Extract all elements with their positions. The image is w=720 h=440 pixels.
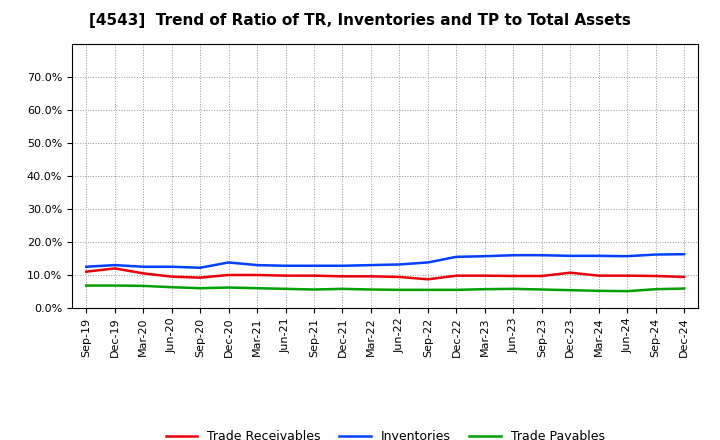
Trade Receivables: [595, 273, 603, 279]
Trade Payables: [623, 289, 631, 294]
Trade Payables: [680, 286, 688, 291]
Trade Payables: [338, 286, 347, 291]
Trade Receivables: [395, 275, 404, 280]
Inventories: [167, 264, 176, 269]
Trade Payables: [423, 287, 432, 293]
Inventories: [82, 264, 91, 269]
Trade Payables: [82, 283, 91, 288]
Trade Payables: [225, 285, 233, 290]
Inventories: [366, 262, 375, 268]
Inventories: [480, 253, 489, 259]
Trade Receivables: [480, 273, 489, 279]
Trade Payables: [110, 283, 119, 288]
Trade Payables: [509, 286, 518, 291]
Inventories: [680, 252, 688, 257]
Trade Payables: [167, 285, 176, 290]
Trade Receivables: [652, 273, 660, 279]
Trade Payables: [595, 288, 603, 293]
Inventories: [395, 262, 404, 267]
Trade Receivables: [366, 274, 375, 279]
Inventories: [225, 260, 233, 265]
Inventories: [595, 253, 603, 258]
Trade Payables: [652, 286, 660, 292]
Inventories: [652, 252, 660, 257]
Trade Payables: [480, 286, 489, 292]
Trade Receivables: [623, 273, 631, 279]
Inventories: [253, 262, 261, 268]
Trade Receivables: [509, 273, 518, 279]
Inventories: [282, 263, 290, 268]
Trade Payables: [395, 287, 404, 293]
Trade Receivables: [452, 273, 461, 279]
Inventories: [452, 254, 461, 260]
Trade Receivables: [196, 275, 204, 280]
Trade Receivables: [310, 273, 318, 279]
Trade Receivables: [537, 273, 546, 279]
Trade Payables: [537, 287, 546, 292]
Line: Trade Receivables: Trade Receivables: [86, 268, 684, 279]
Inventories: [623, 253, 631, 259]
Trade Payables: [366, 287, 375, 292]
Legend: Trade Receivables, Inventories, Trade Payables: Trade Receivables, Inventories, Trade Pa…: [161, 425, 610, 440]
Inventories: [537, 253, 546, 258]
Inventories: [310, 263, 318, 268]
Line: Trade Payables: Trade Payables: [86, 286, 684, 291]
Trade Receivables: [680, 275, 688, 280]
Trade Receivables: [338, 274, 347, 279]
Trade Receivables: [282, 273, 290, 279]
Trade Receivables: [82, 269, 91, 275]
Inventories: [423, 260, 432, 265]
Trade Payables: [139, 283, 148, 289]
Trade Receivables: [167, 274, 176, 279]
Text: [4543]  Trend of Ratio of TR, Inventories and TP to Total Assets: [4543] Trend of Ratio of TR, Inventories…: [89, 13, 631, 28]
Trade Payables: [566, 288, 575, 293]
Trade Receivables: [139, 271, 148, 276]
Trade Receivables: [253, 272, 261, 278]
Inventories: [139, 264, 148, 269]
Trade Payables: [253, 286, 261, 291]
Trade Payables: [310, 287, 318, 292]
Inventories: [110, 262, 119, 268]
Trade Payables: [282, 286, 290, 291]
Inventories: [338, 263, 347, 268]
Trade Receivables: [566, 270, 575, 275]
Line: Inventories: Inventories: [86, 254, 684, 268]
Inventories: [509, 253, 518, 258]
Trade Receivables: [110, 266, 119, 271]
Trade Payables: [196, 286, 204, 291]
Trade Payables: [452, 287, 461, 293]
Inventories: [196, 265, 204, 270]
Trade Receivables: [423, 277, 432, 282]
Inventories: [566, 253, 575, 258]
Trade Receivables: [225, 272, 233, 278]
